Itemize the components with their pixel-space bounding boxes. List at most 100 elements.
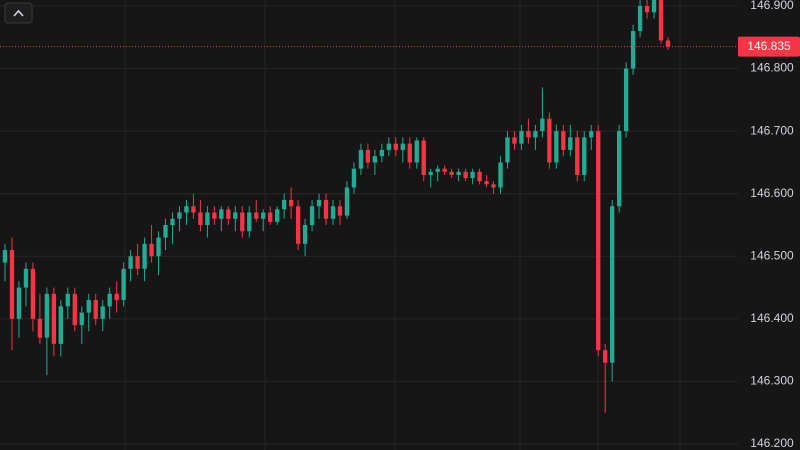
candle-body xyxy=(170,218,175,225)
candle-body xyxy=(205,212,210,225)
candle-body xyxy=(630,31,636,69)
candle-body xyxy=(554,131,559,163)
y-tick-label: 146.500 xyxy=(750,248,794,262)
candle-body xyxy=(637,6,643,32)
y-tick-label: 146.600 xyxy=(750,186,794,200)
candle-body xyxy=(93,300,98,319)
candle-body xyxy=(51,293,57,344)
y-tick-label: 146.700 xyxy=(750,123,794,137)
candle-body xyxy=(316,199,322,207)
candle-body xyxy=(610,206,615,363)
candle-body xyxy=(330,206,336,219)
candle-body xyxy=(86,300,91,313)
candle-body xyxy=(407,143,412,163)
candle-body xyxy=(247,212,252,232)
candle-body xyxy=(135,256,140,269)
y-tick-label: 146.200 xyxy=(750,436,794,450)
candle-body xyxy=(400,143,405,150)
candle-body xyxy=(351,168,357,188)
candle-body xyxy=(561,131,566,150)
candle-body xyxy=(219,209,224,219)
candle-body xyxy=(365,149,371,163)
candle-body xyxy=(616,131,622,207)
candle-body xyxy=(512,137,517,144)
candle-body xyxy=(79,312,84,326)
candle-body xyxy=(23,268,29,288)
candle-body xyxy=(358,149,364,169)
candle-body xyxy=(163,225,168,238)
candle-body xyxy=(470,171,475,179)
candle-body xyxy=(491,184,496,188)
candle-body xyxy=(575,137,580,175)
candle-body xyxy=(9,250,15,319)
candle-body xyxy=(295,206,301,244)
candle-body xyxy=(156,237,161,257)
candle-body xyxy=(72,293,77,326)
candle-body xyxy=(540,118,545,132)
collapse-button[interactable] xyxy=(4,2,33,24)
candle-body xyxy=(498,162,503,188)
candle-body xyxy=(268,212,273,222)
candle-body xyxy=(261,212,266,219)
candle-body xyxy=(526,131,531,138)
candle-body xyxy=(428,171,433,175)
candle-body xyxy=(456,171,461,175)
candle-body xyxy=(275,209,280,222)
candle-body xyxy=(184,206,189,213)
candle-body xyxy=(589,131,594,138)
candle-body xyxy=(128,256,133,269)
candle-body xyxy=(421,140,426,175)
candle-body xyxy=(435,168,440,172)
y-tick-label: 146.400 xyxy=(750,311,794,325)
candle-body xyxy=(463,171,468,179)
candle-body xyxy=(212,212,217,219)
candle-body xyxy=(533,131,538,138)
time-grid xyxy=(124,0,681,450)
candle-body xyxy=(281,199,287,210)
candle-body xyxy=(344,187,350,216)
y-tick-label: 146.900 xyxy=(750,0,794,12)
value-grid xyxy=(0,5,738,445)
candle-body xyxy=(603,350,608,363)
candle-body xyxy=(2,250,8,263)
candle-body xyxy=(386,143,392,150)
candle-body xyxy=(191,206,196,213)
button-frame[interactable] xyxy=(4,2,33,24)
candle-body xyxy=(379,149,385,157)
candle-body xyxy=(547,118,552,163)
candle-body xyxy=(393,143,398,150)
candle-body xyxy=(114,293,119,301)
candle-body xyxy=(665,40,671,47)
candle-body xyxy=(309,206,315,225)
candle-body xyxy=(337,206,343,216)
candle-body xyxy=(596,131,601,351)
candle-body xyxy=(658,0,664,41)
candle-body xyxy=(651,0,657,13)
price-axis: 146.200 146.300 146.400 146.500 146.600 146.7… xyxy=(738,0,800,450)
y-tick-label: 146.800 xyxy=(750,61,794,75)
last-price-tag xyxy=(738,36,800,57)
y-tick-label: 146.300 xyxy=(750,374,794,388)
candle-body xyxy=(16,287,22,319)
candle-body xyxy=(233,212,238,219)
candle-body xyxy=(65,293,70,307)
candle-body xyxy=(58,306,63,344)
candle-body xyxy=(107,293,112,307)
candle-body xyxy=(177,212,182,219)
candle-body xyxy=(484,181,489,185)
candle-body xyxy=(644,6,650,13)
candle-body xyxy=(254,212,259,219)
candle-body xyxy=(226,209,231,219)
candles xyxy=(0,0,738,413)
chevron-icon xyxy=(13,9,24,17)
candle-body xyxy=(37,318,43,338)
candle-body xyxy=(414,140,419,163)
candle-body xyxy=(623,68,629,132)
candle-body xyxy=(372,156,378,163)
candle-body xyxy=(198,212,203,225)
candle-body xyxy=(149,243,154,257)
candle-body xyxy=(568,137,573,150)
candle-body xyxy=(505,137,510,163)
